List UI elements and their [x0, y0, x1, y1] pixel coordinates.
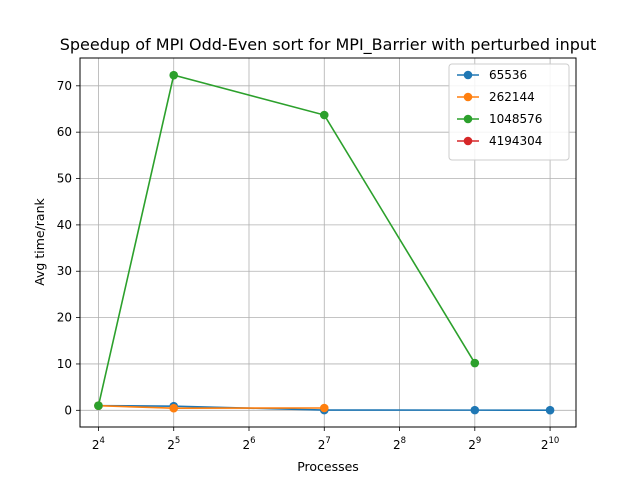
legend-marker — [463, 114, 473, 124]
legend-entry: 1048576 — [457, 112, 542, 126]
y-axis-ticks: 0 10 20 30 40 50 60 70 — [57, 79, 80, 417]
series-line — [97, 74, 476, 406]
y-axis-label: Avg time/rank — [32, 197, 47, 285]
x-tick-base: 2 — [393, 438, 401, 452]
x-tick-base: 2 — [92, 438, 100, 452]
x-tick-base: 2 — [541, 438, 549, 452]
x-tick-label: 27 — [318, 436, 331, 452]
x-tick-label: 28 — [393, 436, 406, 452]
x-tick-label: 29 — [468, 436, 481, 452]
x-tick-exponent: 8 — [401, 436, 406, 446]
legend-entry: 65536 — [457, 68, 527, 82]
x-tick-label: 26 — [242, 436, 255, 452]
legend-label: 4194304 — [489, 134, 542, 148]
legend-label: 65536 — [489, 68, 527, 82]
y-tick-label: 60 — [57, 125, 72, 139]
legend-marker — [463, 92, 473, 102]
series-layer — [94, 70, 555, 415]
x-tick-exponent: 10 — [548, 436, 559, 446]
y-tick-label: 40 — [57, 218, 72, 232]
x-tick-label: 24 — [92, 436, 105, 452]
y-tick-label: 0 — [64, 403, 72, 417]
x-tick-base: 2 — [468, 438, 476, 452]
data-point — [169, 70, 179, 80]
plot-frame — [79, 57, 577, 428]
x-tick-exponent: 7 — [325, 436, 330, 446]
x-tick-exponent: 9 — [476, 436, 481, 446]
y-tick-label: 30 — [57, 264, 72, 278]
x-tick-exponent: 6 — [250, 436, 255, 446]
x-tick-label: 210 — [541, 436, 559, 452]
x-axis-label: Processes — [297, 459, 359, 474]
x-tick-base: 2 — [242, 438, 250, 452]
grid — [80, 58, 576, 427]
data-point — [545, 405, 555, 415]
legend-entry: 4194304 — [457, 134, 542, 148]
x-tick-label: 25 — [167, 436, 180, 452]
data-point — [169, 403, 179, 413]
data-point — [470, 405, 480, 415]
legend-marker — [463, 136, 473, 146]
series-2 — [94, 70, 480, 410]
legend-entry: 262144 — [457, 90, 535, 104]
data-point — [319, 110, 329, 120]
y-tick-label: 50 — [57, 172, 72, 186]
data-point — [94, 401, 103, 410]
y-tick-label: 10 — [57, 357, 72, 371]
x-tick-base: 2 — [167, 438, 175, 452]
chart-title: Speedup of MPI Odd-Even sort for MPI_Bar… — [60, 35, 597, 55]
legend-box — [448, 63, 570, 161]
y-tick-label: 20 — [57, 311, 72, 325]
data-point — [470, 358, 480, 368]
x-tick-base: 2 — [318, 438, 326, 452]
data-point — [319, 403, 329, 413]
x-tick-exponent: 5 — [175, 436, 180, 446]
legend-label: 1048576 — [489, 112, 542, 126]
x-tick-exponent: 4 — [100, 436, 105, 446]
x-axis-ticks: 24 25 26 27 28 29 210 — [92, 427, 559, 452]
legend-marker — [463, 70, 473, 80]
legend: 65536 262144 1048576 4194304 — [448, 63, 570, 161]
y-tick-label: 70 — [57, 79, 72, 93]
legend-label: 262144 — [489, 90, 535, 104]
